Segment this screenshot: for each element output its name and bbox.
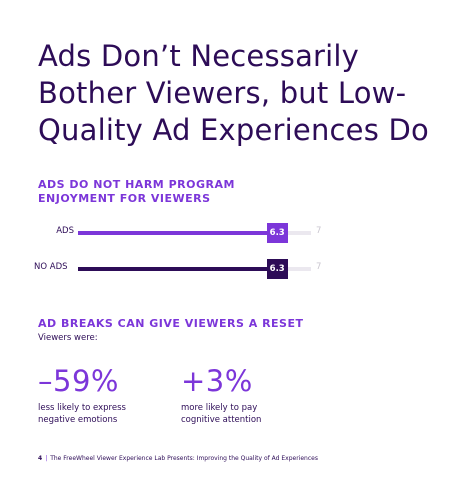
bar-fill-ads xyxy=(78,231,288,235)
page-footer: 4 | The FreeWheel Viewer Experience Lab Pr… xyxy=(38,455,318,462)
stat-negative-emotions: –59% less likely to express negative emo… xyxy=(38,364,178,426)
stat-description: more likely to pay cognitive attention xyxy=(181,403,262,425)
stat-cognitive-attention: +3% more likely to pay cognitive attenti… xyxy=(181,364,321,426)
bar-max-ads: 7 xyxy=(316,226,322,236)
stats-intro: Viewers were: xyxy=(38,333,98,343)
bar-row-ads: ADS 6.3 7 xyxy=(38,223,338,243)
bar-fill-no-ads xyxy=(78,267,288,271)
footer-separator: | xyxy=(45,455,48,462)
bar-row-no-ads: NO ADS 6.3 7 xyxy=(34,259,338,279)
page-number: 4 xyxy=(38,455,43,462)
bar-track-ads xyxy=(78,231,311,235)
stat-value: +3% xyxy=(181,364,253,398)
bar-value-ads: 6.3 xyxy=(266,223,288,243)
section-heading-reset: AD BREAKS CAN GIVE VIEWERS A RESET xyxy=(38,317,304,330)
page-title: Ads Don’t Necessarily Bother Viewers, bu… xyxy=(38,39,429,147)
bar-max-no-ads: 7 xyxy=(316,262,322,272)
bar-value-no-ads: 6.3 xyxy=(266,259,288,279)
section-heading-enjoyment: ADS DO NOT HARM PROGRAM ENJOYMENT FOR VI… xyxy=(38,178,235,205)
stat-description: less likely to express negative emotions xyxy=(38,403,126,425)
stat-value: –59% xyxy=(38,364,119,398)
bar-track-no-ads xyxy=(78,267,311,271)
footer-text: The FreeWheel Viewer Experience Lab Pres… xyxy=(50,455,318,462)
bar-label-no-ads: NO ADS xyxy=(34,262,68,272)
bar-label-ads: ADS xyxy=(56,226,74,236)
